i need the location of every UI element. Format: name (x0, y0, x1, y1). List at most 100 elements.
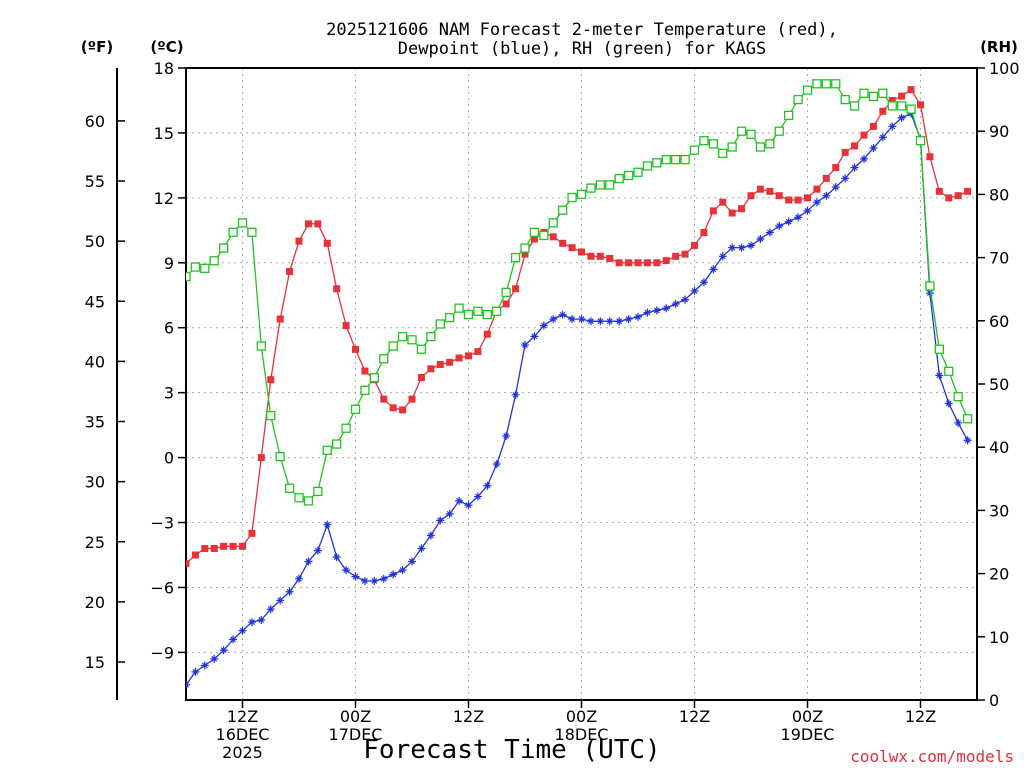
temperature-point (361, 367, 369, 375)
rh-tick-label: 80 (989, 185, 1009, 204)
rh-point (350, 404, 361, 414)
rh-point (445, 312, 455, 323)
dewpoint-point (398, 566, 407, 575)
dewpoint-point (841, 174, 850, 183)
temperature-point (954, 192, 962, 200)
rh-point (736, 126, 747, 136)
rh-point (642, 161, 653, 171)
rh-point (529, 227, 540, 237)
rh-point (190, 262, 201, 272)
temperature-point (907, 86, 915, 94)
rh-point (699, 136, 709, 146)
x-tick-label: 19DEC (781, 725, 835, 744)
dewpoint-point (860, 154, 868, 163)
temperature-point (898, 92, 906, 100)
rh-point (953, 391, 963, 402)
x-tick-label: 00Z (340, 707, 371, 726)
dewpoint-point (342, 566, 351, 575)
rh-point (407, 335, 417, 345)
x-tick-label: 12Z (905, 707, 936, 726)
rh-point (284, 483, 295, 493)
rh-point (558, 205, 568, 215)
dewpoint-point (935, 371, 944, 380)
rh-point (689, 145, 700, 155)
rh-point (812, 79, 822, 89)
dewpoint-point (568, 315, 577, 324)
dewpoint-point (530, 332, 539, 341)
temperature-point (775, 192, 783, 200)
rh-point (633, 167, 643, 177)
dewpoint-point (963, 436, 972, 445)
rh-point (746, 129, 756, 140)
temperature-point (747, 192, 755, 200)
fahrenheit-unit-label: (ºF) (81, 38, 113, 56)
dewpoint-point (295, 574, 303, 583)
rh-point (727, 142, 737, 152)
dewpoint-point (389, 570, 398, 579)
rh-point (548, 218, 558, 228)
fahrenheit-tick-label: 50 (85, 232, 105, 251)
temperature-point (709, 207, 717, 215)
temperature-point (380, 395, 388, 403)
temperature-point (521, 250, 529, 258)
rh-point (962, 414, 973, 424)
celsius-tick-label: 12 (154, 189, 174, 208)
rh-tick-label: 70 (989, 249, 1009, 268)
rh-point (360, 385, 370, 395)
temperature-point (841, 148, 849, 156)
x-tick-label: 18DEC (555, 725, 609, 744)
dewpoint-point (662, 304, 671, 313)
temperature-point (314, 220, 322, 228)
dewpoint-point (304, 557, 313, 566)
rh-point (473, 306, 483, 316)
rh-point (435, 319, 445, 329)
dewpoint-point (925, 289, 934, 298)
rh-point (463, 309, 474, 320)
temperature-point (935, 187, 943, 195)
temperature-point (926, 153, 934, 161)
rh-tick-label: 10 (989, 628, 1009, 647)
temperature-point (869, 122, 877, 130)
dewpoint-point (652, 306, 661, 315)
temperature-point (417, 374, 425, 382)
chart-title-line1: 2025121606 NAM Forecast 2-meter Temperat… (326, 20, 838, 40)
rh-point (614, 173, 624, 184)
rh-point (774, 126, 784, 136)
rh-point (765, 139, 775, 149)
dewpoint-point (765, 228, 774, 237)
rh-point (605, 180, 615, 190)
x-tick-label: 00Z (792, 707, 823, 726)
celsius-tick-label: 6 (164, 319, 174, 338)
rh-point (341, 423, 351, 433)
temperature-point (210, 544, 218, 552)
rh-point (586, 183, 596, 193)
grid-lines (186, 67, 977, 700)
temperature-point (436, 361, 444, 369)
dewpoint-point (436, 516, 445, 525)
temperature-point (625, 259, 633, 267)
temperature-point (191, 551, 199, 559)
temperature-point (606, 254, 614, 262)
x-tick-label: 17DEC (329, 725, 383, 744)
dewpoint-point (634, 312, 642, 321)
temperature-point (738, 205, 746, 213)
rh-point (426, 331, 436, 342)
dewpoint-point (238, 626, 247, 635)
temperature-point (352, 345, 359, 353)
rh-point (237, 218, 248, 228)
temperature-point (483, 330, 491, 338)
celsius-tick-label: 0 (164, 449, 174, 468)
temperature-point (700, 228, 708, 236)
temperature-point (964, 187, 972, 195)
celsius-tick-label: −6 (150, 578, 174, 597)
fahrenheit-tick-label: 55 (85, 172, 105, 191)
temperature-point (408, 395, 416, 403)
dewpoint-point (643, 308, 652, 317)
dewpoint-point (812, 198, 821, 207)
rh-point (793, 94, 803, 105)
dewpoint-point (954, 418, 963, 427)
rh-point (379, 354, 389, 364)
dewpoint-point (605, 317, 614, 326)
temperature-point (389, 404, 397, 412)
dewpoint-point (586, 317, 595, 326)
